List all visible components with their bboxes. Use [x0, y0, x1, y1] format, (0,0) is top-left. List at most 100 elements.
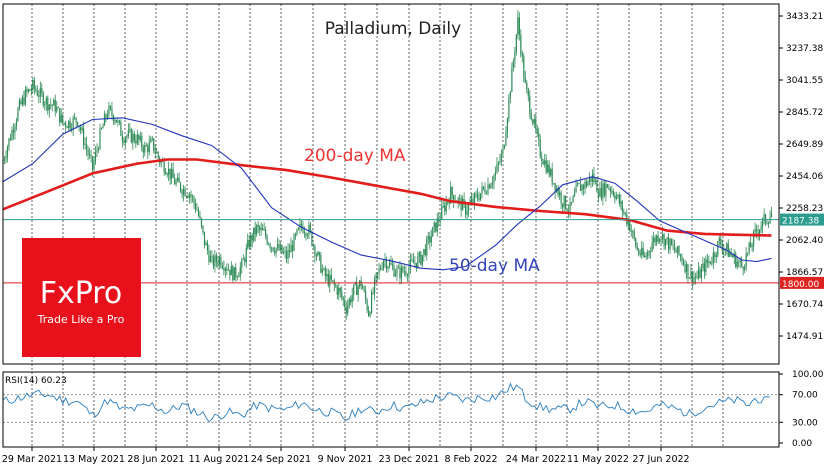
candle-body	[675, 250, 677, 253]
candle-body	[296, 229, 298, 235]
candle-body	[68, 120, 70, 129]
candle-body	[232, 266, 234, 281]
candle-body	[344, 299, 346, 308]
candle-body	[53, 99, 55, 106]
ma-line-50-day-ma	[2, 117, 772, 271]
candle-body	[354, 282, 356, 285]
candle-body	[239, 267, 241, 276]
candle-body	[594, 180, 597, 182]
candle-body	[575, 185, 577, 193]
candle-body	[500, 153, 503, 162]
candle-body	[657, 235, 659, 242]
rsi-y-tick-label: 70.00	[792, 391, 818, 401]
candle-body	[182, 188, 185, 195]
candle-body	[405, 271, 407, 276]
candle-body	[133, 133, 135, 142]
candle-body	[699, 269, 701, 278]
candle-body	[499, 161, 501, 163]
candle-body	[379, 268, 382, 270]
grid	[31, 4, 724, 447]
candle-body	[488, 184, 491, 189]
candle-body	[511, 67, 513, 93]
rsi-title: RSI(14) 60.23	[5, 376, 67, 386]
candle-body	[220, 257, 222, 267]
x-tick-label: 13 May 2021	[63, 454, 125, 465]
y-tick-label: 1866.57	[786, 268, 823, 278]
candle-body	[618, 195, 620, 204]
candle-body	[17, 108, 19, 121]
candle-body	[90, 154, 92, 157]
candle-body	[526, 82, 528, 89]
x-tick-label: 28 Jun 2021	[127, 454, 184, 465]
candle-body	[193, 197, 195, 204]
x-tick-label: 27 Jun 2022	[632, 454, 689, 465]
candle-body	[493, 175, 495, 183]
candle-body	[551, 168, 553, 184]
candle-body	[753, 231, 755, 246]
y-tick-label: 2258.23	[786, 204, 823, 214]
candle-body	[587, 181, 589, 187]
candle-body	[108, 106, 110, 116]
candle-body	[397, 267, 400, 269]
candle-body	[484, 188, 486, 193]
candle-body	[527, 88, 529, 97]
candle-body	[693, 276, 695, 283]
candle-body	[139, 136, 141, 140]
candle-body	[654, 237, 656, 243]
candle-body	[647, 251, 649, 256]
candle-body	[227, 269, 229, 271]
candle-body	[560, 192, 562, 204]
candle-body	[226, 268, 228, 271]
candle-body	[214, 255, 216, 267]
candle-body	[490, 184, 492, 189]
y-tick-label: 3237.38	[786, 44, 823, 54]
candle-body	[505, 132, 507, 146]
candle-body	[565, 195, 567, 210]
candle-body	[199, 215, 201, 219]
candle-body	[211, 256, 213, 257]
candle-body	[478, 198, 480, 201]
candle-body	[711, 263, 713, 264]
annotations: Palladium, Daily 200-day MA 50-day MA	[304, 19, 540, 276]
candle-body	[606, 184, 608, 188]
candle-body	[29, 89, 31, 91]
candle-body	[72, 117, 74, 130]
candle-body	[279, 245, 282, 251]
candle-body	[151, 138, 153, 140]
candle-body	[476, 194, 479, 199]
candle-body	[15, 120, 18, 127]
candle-body	[185, 196, 188, 197]
candle-body	[115, 119, 118, 123]
candle-body	[236, 277, 238, 278]
candle-body	[432, 227, 434, 237]
candle-body	[403, 271, 406, 273]
candle-body	[209, 256, 212, 262]
candle-body	[605, 184, 607, 196]
y-tick-label: 3433.21	[786, 12, 823, 22]
candle-body	[51, 105, 53, 106]
candle-body	[11, 130, 13, 140]
candle-body	[254, 227, 256, 235]
candle-body	[468, 204, 470, 212]
candle-body	[593, 173, 595, 182]
candle-body	[3, 159, 6, 161]
candle-body	[202, 225, 204, 232]
candle-body	[435, 222, 437, 232]
candle-body	[567, 210, 570, 212]
candle-body	[391, 264, 394, 266]
candle-body	[597, 192, 600, 197]
x-tick-label: 24 Mar 2022	[506, 454, 566, 465]
candle-body	[303, 232, 306, 234]
candle-body	[390, 262, 392, 265]
candle-body	[494, 172, 497, 176]
x-tick-label: 11 May 2022	[567, 454, 629, 465]
candle-body	[548, 164, 550, 176]
candle-body	[332, 280, 334, 282]
candle-body	[459, 198, 461, 200]
price-tag-label: 1800.00	[782, 280, 819, 290]
candle-body	[442, 205, 444, 207]
candle-body	[247, 240, 249, 249]
candle-body	[91, 156, 94, 170]
candle-body	[524, 77, 526, 83]
